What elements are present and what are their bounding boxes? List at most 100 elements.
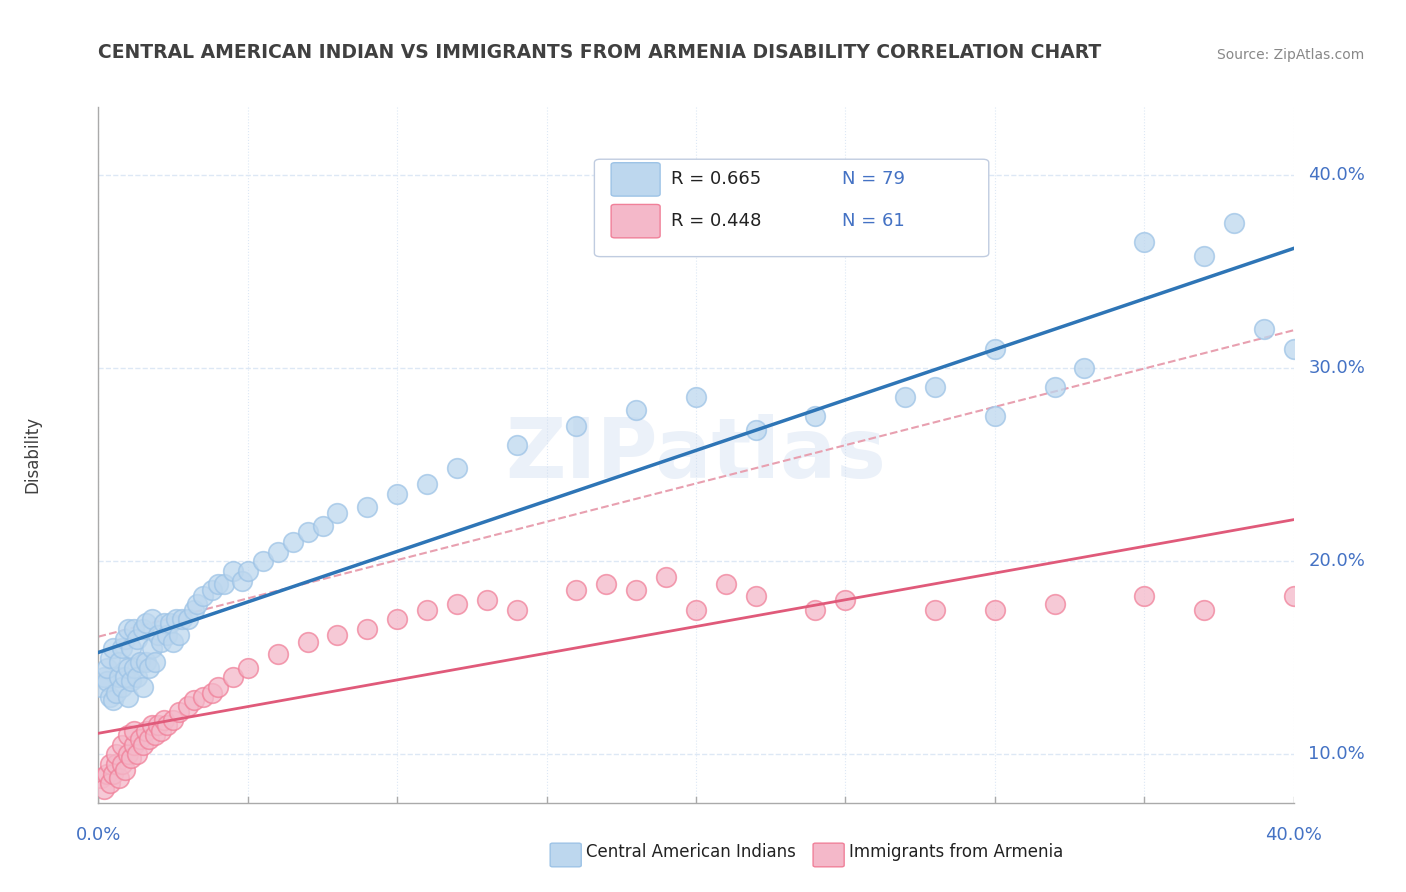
Point [124,724,146,739]
Point [326,506,349,520]
Point [162,713,184,727]
Point [117,660,139,674]
Point [475,593,498,607]
Point [108,771,131,785]
Point [108,670,131,684]
Point [165,612,187,626]
Point [141,641,163,656]
Point [385,612,409,626]
Point [153,713,176,727]
Point [96,674,118,689]
Point [129,731,152,746]
Point [924,602,946,616]
Point [1282,589,1305,603]
Point [983,602,1005,616]
Point [111,641,134,656]
Point [114,670,136,684]
Point [156,718,179,732]
Point [111,680,134,694]
Point [267,647,290,661]
FancyBboxPatch shape [595,159,988,257]
Point [183,693,205,707]
Point [311,519,333,533]
Point [127,747,149,762]
Point [1223,216,1246,230]
Point [236,564,259,578]
Point [98,690,122,704]
Point [132,622,155,636]
Text: R = 0.448: R = 0.448 [671,212,761,230]
Point [138,660,160,674]
Point [685,602,707,616]
Point [105,685,128,699]
Point [983,409,1005,424]
Point [143,728,166,742]
Point [1073,361,1095,376]
Point [98,757,122,772]
Point [281,535,304,549]
Point [804,409,827,424]
Point [222,564,245,578]
Point [148,718,170,732]
Point [1043,380,1066,394]
Text: ZIPatlas: ZIPatlas [506,415,886,495]
Text: N = 61: N = 61 [842,212,904,230]
Point [191,589,214,603]
Point [124,622,146,636]
Point [141,612,163,626]
FancyBboxPatch shape [612,162,661,196]
Point [167,628,190,642]
Point [96,660,118,674]
Point [894,390,917,404]
Point [120,641,142,656]
Point [186,597,208,611]
Point [105,747,128,762]
Text: 40.0%: 40.0% [1309,166,1365,184]
Point [120,674,142,689]
Point [326,628,349,642]
Point [1192,602,1215,616]
Text: Central American Indians: Central American Indians [586,843,796,861]
Point [595,577,617,591]
Point [236,660,259,674]
Point [834,593,856,607]
Text: Source: ZipAtlas.com: Source: ZipAtlas.com [1216,48,1364,62]
Point [103,693,125,707]
Point [714,577,737,591]
Point [222,670,245,684]
Point [297,635,319,649]
Point [172,612,194,626]
Point [267,544,290,558]
Point [924,380,946,394]
Point [93,782,115,797]
Point [983,342,1005,356]
Text: N = 79: N = 79 [842,170,905,188]
Text: R = 0.665: R = 0.665 [671,170,761,188]
Point [565,418,588,433]
Text: Disability: Disability [24,417,42,493]
Point [111,757,134,772]
Point [1133,589,1156,603]
Text: 30.0%: 30.0% [1309,359,1365,377]
Point [150,635,173,649]
Point [356,500,378,514]
Point [356,622,378,636]
Point [105,757,128,772]
Point [117,728,139,742]
Point [1282,342,1305,356]
Point [416,477,439,491]
Point [111,738,134,752]
Point [446,597,468,611]
Point [167,705,190,719]
Point [98,776,122,790]
Point [183,602,205,616]
Point [201,685,224,699]
Point [177,612,200,626]
Point [162,635,184,649]
Point [446,461,468,475]
Point [191,690,214,704]
Point [135,655,157,669]
Point [135,615,157,630]
Point [127,670,149,684]
Point [114,632,136,646]
